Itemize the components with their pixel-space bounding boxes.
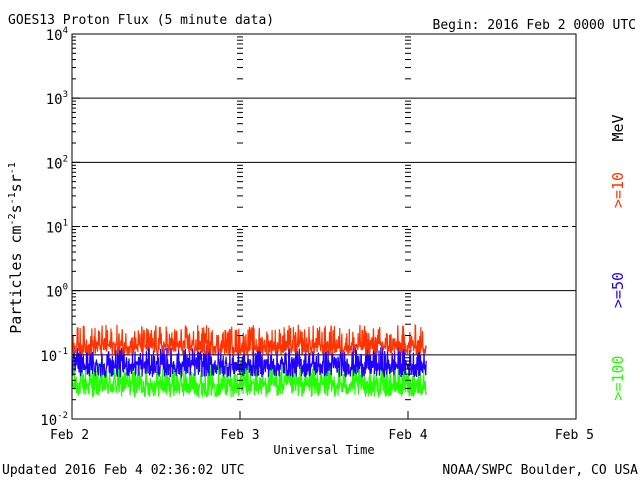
x-tick-label: Feb 2 bbox=[50, 428, 89, 443]
y-tick-label: 100 bbox=[46, 283, 68, 301]
source-credit: NOAA/SWPC Boulder, CO USA bbox=[442, 463, 638, 478]
day-markers bbox=[237, 36, 411, 401]
y-tick-label: 10-2 bbox=[40, 411, 68, 429]
y-tick-label: 104 bbox=[46, 26, 68, 44]
x-axis-label: Universal Time bbox=[273, 443, 374, 457]
y-axis-label: Particles cm-2s-1sr-1 bbox=[7, 162, 25, 334]
legend-ge10: >=10 bbox=[609, 172, 627, 208]
legend-unit: MeV bbox=[609, 114, 627, 141]
side-legend: MeV >=10 >=50 >=100 bbox=[609, 114, 627, 400]
series-line-ge100 bbox=[71, 361, 427, 399]
legend-ge50: >=50 bbox=[609, 272, 627, 308]
y-axis-ticks: 10-2 10-1 100 101 102 103 104 bbox=[40, 26, 80, 429]
y-tick-label: 102 bbox=[46, 154, 68, 172]
x-tick-label: Feb 4 bbox=[388, 428, 427, 443]
gridlines bbox=[72, 97, 576, 356]
series-line-ge50 bbox=[71, 345, 427, 379]
x-axis-ticks: Feb 2 Feb 3 Feb 4 Feb 5 bbox=[50, 411, 594, 443]
series-layer bbox=[71, 323, 427, 399]
y-tick-label: 10-1 bbox=[40, 347, 68, 365]
x-tick-label: Feb 3 bbox=[220, 428, 259, 443]
begin-label: Begin: 2016 Feb 2 0000 UTC bbox=[433, 18, 637, 33]
y-tick-label: 103 bbox=[46, 90, 68, 108]
chart-title: GOES13 Proton Flux (5 minute data) bbox=[8, 13, 274, 28]
updated-timestamp: Updated 2016 Feb 4 02:36:02 UTC bbox=[2, 463, 245, 478]
series-line-ge10 bbox=[71, 323, 427, 356]
x-tick-label: Feb 5 bbox=[555, 428, 594, 443]
legend-ge100: >=100 bbox=[609, 355, 627, 400]
svg-text:Particles cm-2s-1sr-1: Particles cm-2s-1sr-1 bbox=[7, 162, 25, 334]
y-tick-label: 101 bbox=[46, 219, 68, 237]
